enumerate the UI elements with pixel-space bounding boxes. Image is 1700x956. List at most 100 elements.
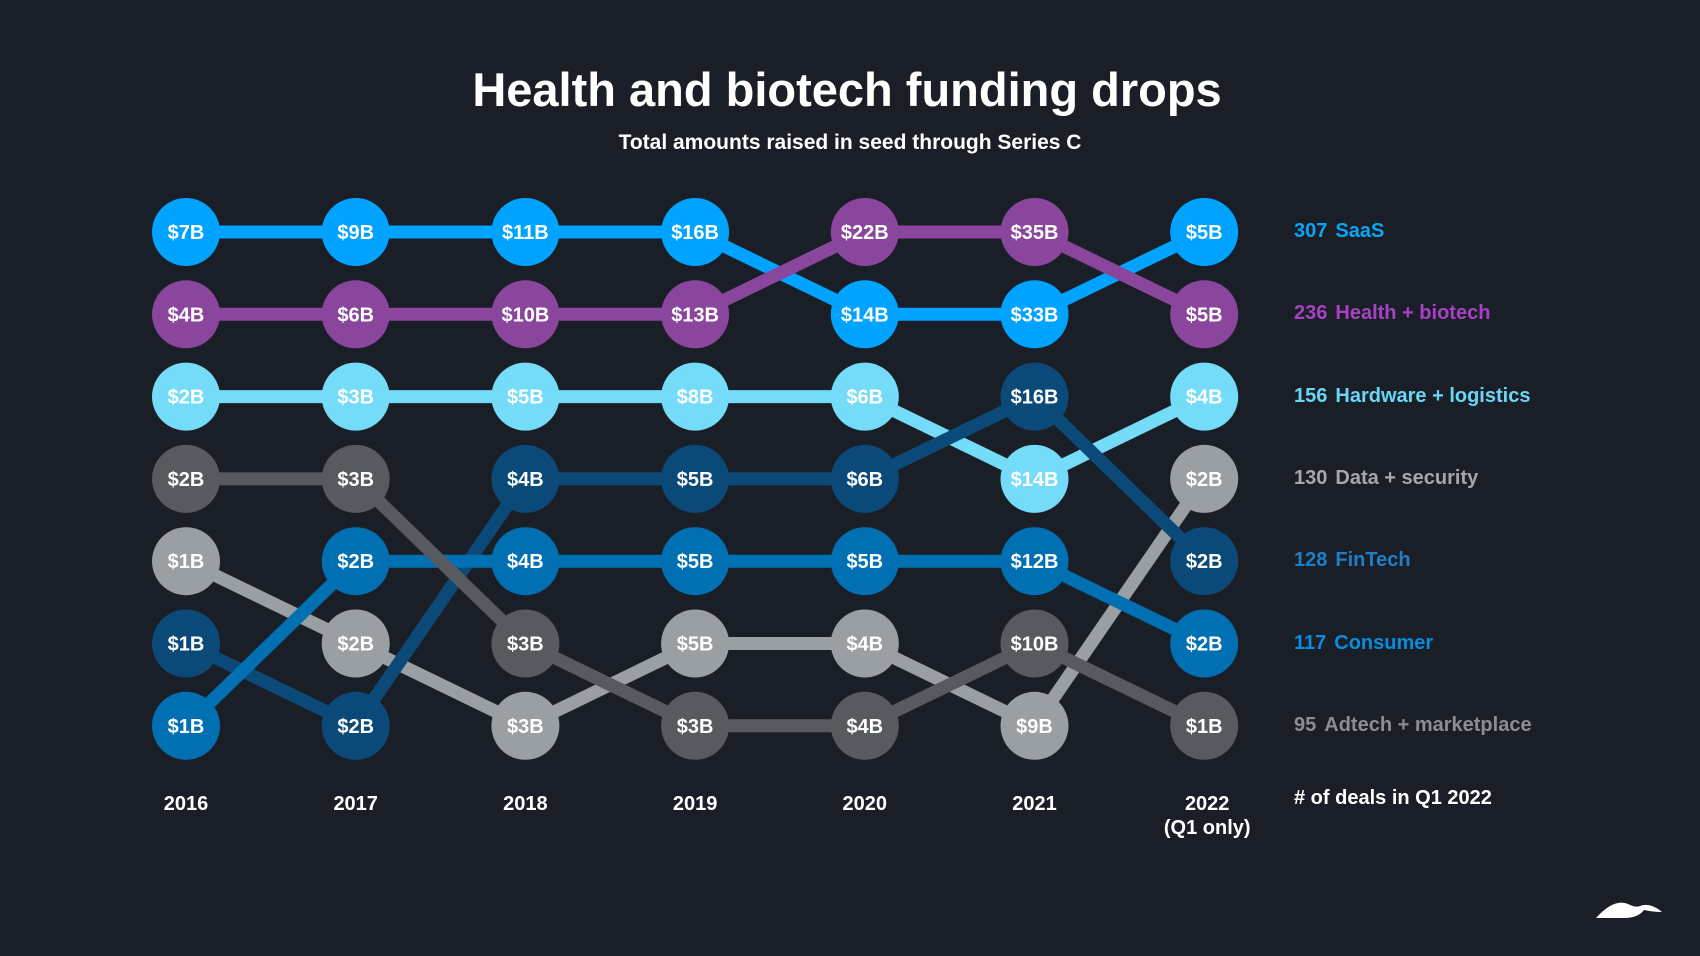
- data-label: $4B: [846, 716, 883, 738]
- legend-deal-count: 130: [1294, 466, 1328, 489]
- data-label: $7B: [168, 222, 205, 244]
- data-label: $4B: [846, 634, 883, 656]
- data-point: $5B: [491, 362, 560, 431]
- data-point: $10B: [1000, 609, 1069, 678]
- data-point-circle: [1000, 444, 1069, 513]
- data-label: $6B: [846, 387, 883, 409]
- data-point-circle: [830, 691, 899, 760]
- data-point: $5B: [661, 609, 730, 678]
- data-point: $4B: [1170, 362, 1239, 431]
- data-label: $2B: [1186, 469, 1223, 491]
- data-point-circle: [830, 527, 899, 596]
- legend-item: 236 Health + biotech: [1294, 302, 1490, 325]
- data-point-circle: [661, 362, 730, 431]
- legend-deal-count: 95: [1294, 713, 1317, 736]
- legend-series-name: Health + biotech: [1335, 302, 1491, 325]
- data-label: $35B: [1011, 222, 1059, 244]
- data-point-circle: [1000, 280, 1069, 349]
- data-point: $5B: [830, 527, 899, 596]
- data-point-circle: [491, 362, 560, 431]
- data-point: $2B: [321, 609, 390, 678]
- data-point: $3B: [491, 609, 560, 678]
- x-tick-label: 2022: [1185, 793, 1230, 815]
- x-tick-label: 2016: [164, 793, 209, 815]
- data-label: $5B: [677, 551, 714, 573]
- data-point: $2B: [152, 362, 220, 431]
- data-point: $9B: [321, 198, 390, 266]
- chart-title: Health and biotech funding drops: [0, 62, 1698, 117]
- data-point-circle: [321, 609, 390, 678]
- data-point: $1B: [152, 609, 220, 678]
- data-point: $12B: [1000, 527, 1069, 596]
- data-label: $11B: [502, 222, 549, 244]
- data-point-circle: [321, 198, 390, 266]
- data-point-circle: [1170, 691, 1239, 760]
- data-point: $5B: [661, 444, 730, 513]
- data-label: $5B: [677, 469, 714, 491]
- data-point-circle: [661, 609, 730, 678]
- data-point: $4B: [830, 609, 899, 678]
- data-label: $22B: [841, 222, 889, 244]
- data-point: $2B: [321, 527, 390, 596]
- data-point: $3B: [661, 691, 730, 760]
- legend-deal-count: 128: [1294, 549, 1328, 572]
- data-label: $4B: [507, 551, 544, 573]
- legend-item: 128 FinTech: [1294, 549, 1411, 572]
- series-nodes: $7B $9B $11B $16B $14B $33B $5B $4B $6B $10B $13B $…: [152, 198, 1239, 760]
- data-label: $9B: [337, 222, 374, 244]
- data-label: $5B: [1186, 222, 1223, 244]
- data-point: $11B: [491, 198, 560, 266]
- x-tick-label: 2020: [843, 793, 888, 815]
- data-point: $2B: [1170, 527, 1239, 596]
- data-label: $4B: [507, 469, 544, 491]
- data-point: $10B: [491, 280, 560, 349]
- data-point-circle: [321, 444, 390, 513]
- series-line-data-security: [183, 475, 1210, 733]
- data-point: $5B: [1170, 198, 1239, 266]
- data-point-circle: [152, 280, 220, 349]
- data-point: $1B: [152, 691, 220, 760]
- data-point-circle: [1000, 609, 1069, 678]
- data-label: $5B: [846, 551, 883, 573]
- mountain-logo: [1596, 902, 1662, 918]
- data-point-circle: [152, 609, 220, 678]
- legend-item: 130 Data + security: [1294, 467, 1478, 490]
- data-point-circle: [321, 691, 390, 760]
- data-point-circle: [491, 444, 560, 513]
- data-label: $4B: [1186, 387, 1223, 409]
- data-point-circle: [661, 527, 730, 596]
- legend-item: 117 Consumer: [1294, 632, 1433, 655]
- data-point: $16B: [1000, 362, 1069, 431]
- data-label: $3B: [507, 634, 544, 656]
- data-label: $10B: [1011, 634, 1059, 656]
- data-label: $2B: [337, 551, 374, 573]
- data-label: $33B: [1011, 304, 1059, 326]
- data-point: $35B: [1000, 198, 1069, 266]
- data-label: $9B: [1016, 716, 1053, 738]
- data-point: $5B: [661, 527, 730, 596]
- data-point-circle: [661, 444, 730, 513]
- data-point: $4B: [830, 691, 899, 760]
- data-point-circle: [1170, 527, 1239, 596]
- data-label: $2B: [337, 634, 374, 656]
- data-point: $6B: [830, 444, 899, 513]
- data-point: $2B: [1170, 609, 1239, 678]
- data-point-circle: [1170, 444, 1239, 513]
- data-label: $4B: [168, 304, 205, 326]
- legend-deal-count: 117: [1294, 631, 1327, 654]
- data-label: $2B: [1186, 551, 1223, 573]
- data-label: $5B: [677, 634, 714, 656]
- data-point: $14B: [830, 280, 899, 349]
- legend-series-name: Hardware + logistics: [1335, 384, 1531, 407]
- data-point-circle: [152, 362, 220, 431]
- data-point-circle: [491, 609, 560, 678]
- data-point-circle: [1000, 527, 1069, 596]
- data-label: $16B: [671, 222, 719, 244]
- data-point-circle: [321, 527, 390, 596]
- data-point: $13B: [661, 280, 730, 349]
- data-label: $6B: [337, 304, 374, 326]
- data-point-circle: [491, 198, 560, 266]
- legend-series-name: Adtech + marketplace: [1324, 713, 1532, 736]
- data-label: $5B: [1186, 304, 1223, 326]
